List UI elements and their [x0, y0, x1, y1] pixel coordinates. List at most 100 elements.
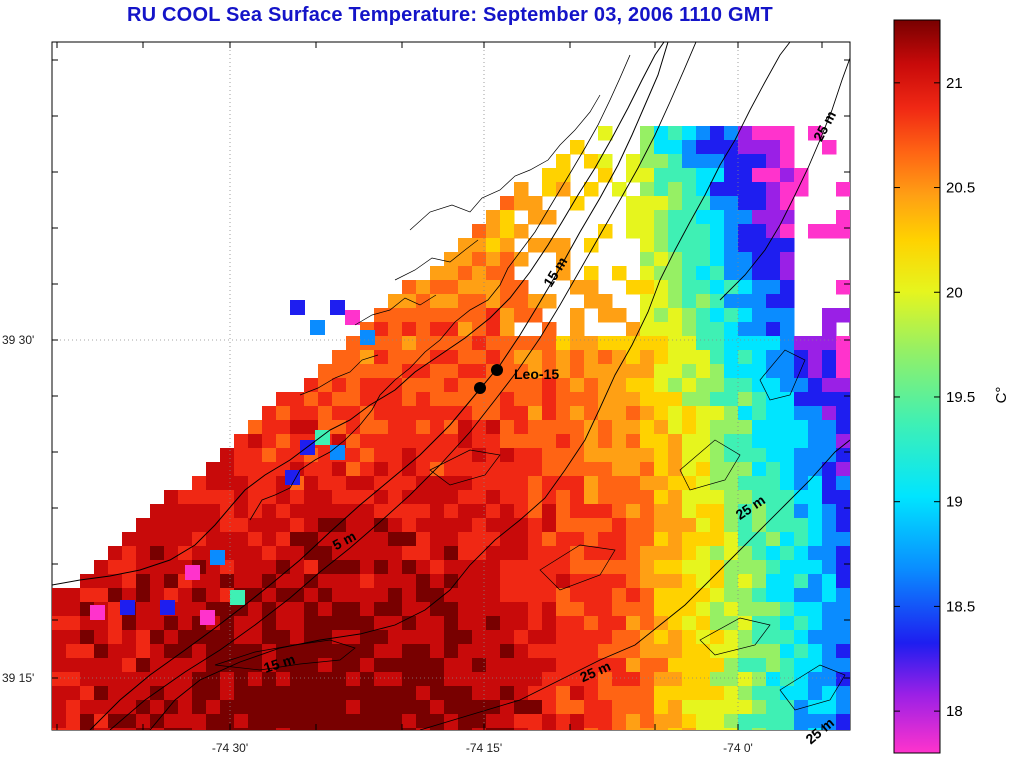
sst-pixel: [822, 392, 837, 407]
sst-pixel: [318, 700, 333, 715]
sst-pixel: [528, 490, 543, 505]
sst-pixel: [752, 378, 767, 393]
sst-pixel: [766, 140, 781, 155]
sst-pixel: [136, 546, 151, 561]
sst-pixel: [330, 445, 345, 460]
sst-pixel: [528, 308, 543, 323]
sst-pixel: [682, 252, 697, 267]
sst-pixel: [514, 700, 529, 715]
sst-pixel: [52, 700, 67, 715]
sst-pixel: [584, 434, 599, 449]
sst-pixel: [346, 532, 361, 547]
sst-pixel: [262, 406, 277, 421]
sst-pixel: [626, 392, 641, 407]
sst-pixel: [276, 630, 291, 645]
sst-pixel: [668, 644, 683, 659]
sst-pixel: [738, 140, 753, 155]
sst-pixel: [430, 504, 445, 519]
sst-pixel: [52, 714, 67, 729]
sst-pixel: [640, 168, 655, 183]
sst-pixel: [108, 630, 123, 645]
sst-pixel: [752, 252, 767, 267]
sst-pixel: [724, 238, 739, 253]
sst-pixel: [822, 546, 837, 561]
sst-pixel: [66, 686, 81, 701]
sst-pixel: [332, 546, 347, 561]
colorbar-tick-label: 20.5: [946, 180, 975, 197]
sst-pixel: [570, 546, 585, 561]
sst-pixel: [766, 588, 781, 603]
sst-pixel: [668, 686, 683, 701]
sst-pixel: [108, 546, 123, 561]
sst-pixel: [570, 462, 585, 477]
sst-pixel: [542, 490, 557, 505]
sst-pixel: [528, 714, 543, 729]
sst-pixel: [360, 406, 375, 421]
sst-pixel: [766, 182, 781, 197]
sst-pixel: [542, 644, 557, 659]
sst-pixel: [710, 574, 725, 589]
sst-pixel: [444, 588, 459, 603]
sst-pixel: [626, 350, 641, 365]
sst-pixel: [80, 630, 95, 645]
sst-pixel: [766, 518, 781, 533]
sst-pixel: [136, 630, 151, 645]
sst-pixel: [570, 644, 585, 659]
sst-pixel: [780, 434, 795, 449]
sst-pixel: [360, 364, 375, 379]
sst-pixel: [794, 448, 809, 463]
sst-pixel: [346, 728, 361, 730]
sst-pixel: [458, 252, 473, 267]
sst-pixel: [486, 714, 501, 729]
sst-pixel: [766, 210, 781, 225]
sst-pixel: [444, 434, 459, 449]
sst-pixel: [752, 546, 767, 561]
sst-pixel: [262, 630, 277, 645]
sst-pixel: [444, 350, 459, 365]
sst-pixel: [374, 336, 389, 351]
sst-pixel: [444, 714, 459, 729]
sst-pixel: [360, 462, 375, 477]
sst-pixel: [388, 546, 403, 561]
sst-pixel: [374, 546, 389, 561]
sst-pixel: [612, 658, 627, 673]
sst-pixel: [458, 644, 473, 659]
sst-pixel: [402, 504, 417, 519]
sst-pixel: [192, 518, 207, 533]
sst-pixel: [724, 700, 739, 715]
sst-pixel: [752, 364, 767, 379]
sst-pixel: [122, 658, 137, 673]
sst-pixel: [472, 308, 487, 323]
sst-pixel: [724, 630, 739, 645]
sst-pixel: [388, 420, 403, 435]
sst-pixel: [500, 308, 515, 323]
sst-pixel: [514, 280, 529, 295]
sst-pixel: [836, 336, 850, 351]
sst-pixel: [654, 448, 669, 463]
sst-pixel: [374, 350, 389, 365]
sst-pixel: [584, 588, 599, 603]
sst-pixel: [94, 672, 109, 687]
sst-pixel: [500, 392, 515, 407]
sst-pixel: [164, 546, 179, 561]
sst-pixel: [542, 294, 557, 309]
sst-pixel: [724, 210, 739, 225]
sst-pixel: [192, 672, 207, 687]
sst-pixel: [500, 196, 515, 211]
sst-pixel: [654, 210, 669, 225]
sst-pixel: [332, 504, 347, 519]
sst-pixel: [402, 700, 417, 715]
sst-pixel: [52, 602, 67, 617]
sst-pixel: [654, 392, 669, 407]
sst-pixel: [738, 280, 753, 295]
sst-pixel: [318, 616, 333, 631]
sst-pixel: [262, 686, 277, 701]
sst-pixel: [416, 630, 431, 645]
sst-pixel: [836, 518, 850, 533]
sst-pixel: [682, 448, 697, 463]
sst-pixel: [500, 546, 515, 561]
sst-pixel: [598, 364, 613, 379]
sst-pixel: [640, 252, 655, 267]
sst-pixel: [752, 420, 767, 435]
sst-pixel: [528, 476, 543, 491]
